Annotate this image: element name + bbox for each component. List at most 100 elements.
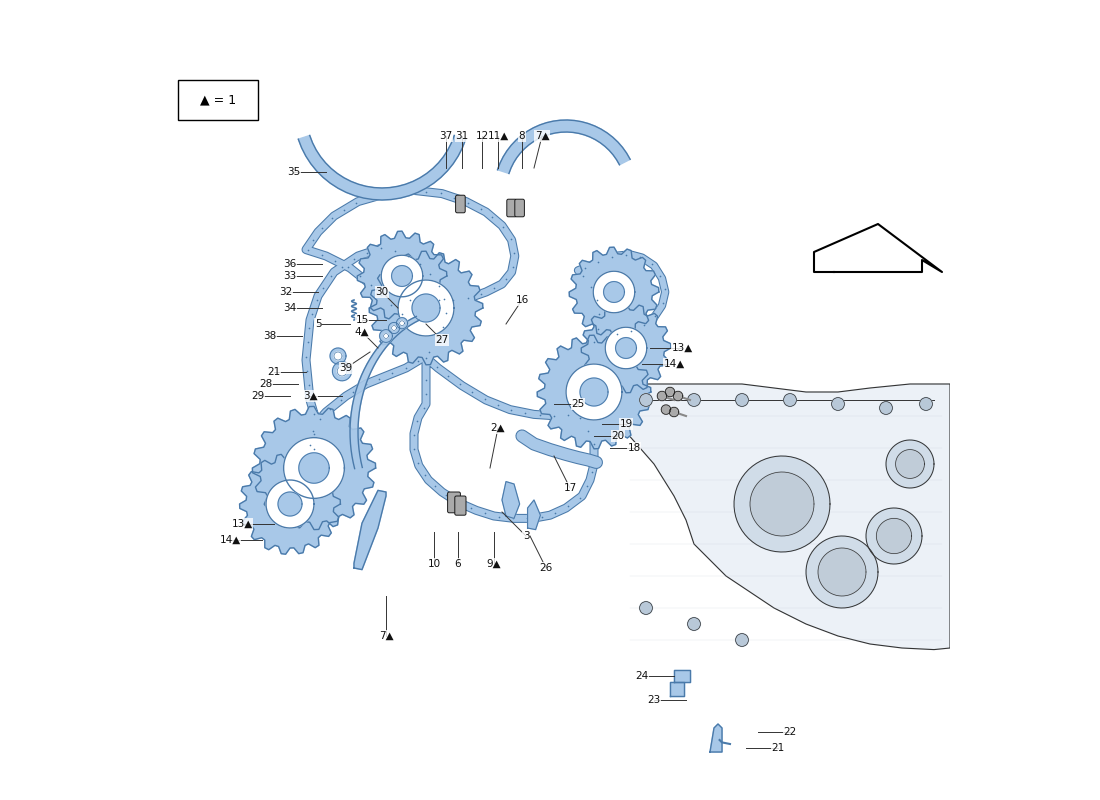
FancyBboxPatch shape bbox=[515, 199, 525, 217]
Text: 17: 17 bbox=[563, 483, 576, 493]
Text: 19: 19 bbox=[619, 419, 632, 429]
Text: 9▲: 9▲ bbox=[486, 559, 502, 569]
Polygon shape bbox=[616, 338, 637, 358]
Polygon shape bbox=[666, 387, 674, 397]
Text: 7▲: 7▲ bbox=[535, 131, 549, 141]
Polygon shape bbox=[299, 453, 329, 483]
Polygon shape bbox=[334, 352, 342, 360]
Polygon shape bbox=[626, 384, 950, 650]
Text: 28: 28 bbox=[260, 379, 273, 389]
Text: 21: 21 bbox=[267, 367, 280, 377]
Text: 7▲: 7▲ bbox=[378, 631, 394, 641]
Circle shape bbox=[688, 394, 701, 406]
Text: 24: 24 bbox=[636, 671, 649, 681]
Polygon shape bbox=[252, 406, 375, 530]
Text: 36: 36 bbox=[284, 259, 297, 269]
Polygon shape bbox=[330, 348, 346, 364]
Text: 32: 32 bbox=[279, 287, 293, 297]
FancyBboxPatch shape bbox=[455, 195, 465, 213]
Polygon shape bbox=[866, 508, 922, 564]
Polygon shape bbox=[338, 366, 346, 376]
Circle shape bbox=[920, 398, 933, 410]
Polygon shape bbox=[581, 303, 671, 393]
Text: 8: 8 bbox=[519, 131, 526, 141]
Text: 12: 12 bbox=[475, 131, 488, 141]
Polygon shape bbox=[673, 391, 683, 401]
Text: 13▲: 13▲ bbox=[231, 519, 253, 529]
Polygon shape bbox=[332, 362, 352, 381]
Text: 27: 27 bbox=[436, 335, 449, 345]
Text: 20: 20 bbox=[612, 431, 625, 441]
Polygon shape bbox=[350, 317, 419, 469]
Polygon shape bbox=[382, 255, 422, 297]
Text: 3▲: 3▲ bbox=[302, 391, 317, 401]
Text: 11▲: 11▲ bbox=[487, 131, 508, 141]
Polygon shape bbox=[298, 135, 465, 200]
Polygon shape bbox=[604, 282, 625, 302]
Polygon shape bbox=[284, 438, 344, 498]
Polygon shape bbox=[388, 322, 399, 334]
Circle shape bbox=[639, 394, 652, 406]
Polygon shape bbox=[669, 407, 679, 417]
Circle shape bbox=[736, 394, 748, 406]
Text: 13▲: 13▲ bbox=[671, 343, 693, 353]
Polygon shape bbox=[240, 454, 340, 554]
Polygon shape bbox=[877, 518, 912, 554]
Polygon shape bbox=[886, 440, 934, 488]
Polygon shape bbox=[605, 327, 647, 369]
Text: 4▲: 4▲ bbox=[354, 327, 370, 337]
Polygon shape bbox=[566, 364, 621, 420]
Polygon shape bbox=[670, 682, 684, 696]
Text: 39: 39 bbox=[340, 363, 353, 373]
Circle shape bbox=[783, 394, 796, 406]
Text: 31: 31 bbox=[455, 131, 469, 141]
Polygon shape bbox=[354, 490, 386, 570]
Polygon shape bbox=[657, 391, 667, 401]
Text: 37: 37 bbox=[439, 131, 452, 141]
Text: 33: 33 bbox=[284, 271, 297, 281]
Polygon shape bbox=[661, 405, 671, 414]
Polygon shape bbox=[384, 334, 388, 338]
Text: 23: 23 bbox=[648, 695, 661, 705]
Polygon shape bbox=[392, 266, 412, 286]
Circle shape bbox=[832, 398, 845, 410]
Polygon shape bbox=[398, 280, 454, 336]
Polygon shape bbox=[734, 456, 830, 552]
Polygon shape bbox=[528, 500, 540, 530]
Polygon shape bbox=[806, 536, 878, 608]
Polygon shape bbox=[412, 294, 440, 322]
Text: 14▲: 14▲ bbox=[219, 535, 241, 545]
Text: 25: 25 bbox=[571, 399, 584, 409]
Polygon shape bbox=[379, 330, 393, 342]
Polygon shape bbox=[537, 335, 651, 449]
FancyBboxPatch shape bbox=[448, 492, 461, 513]
FancyBboxPatch shape bbox=[178, 80, 258, 120]
Text: 21: 21 bbox=[771, 743, 784, 753]
Polygon shape bbox=[674, 670, 690, 682]
Text: 14▲: 14▲ bbox=[663, 359, 684, 369]
Polygon shape bbox=[358, 231, 447, 321]
Text: 30: 30 bbox=[375, 287, 388, 297]
Text: 6: 6 bbox=[454, 559, 461, 569]
Polygon shape bbox=[396, 318, 408, 329]
Polygon shape bbox=[497, 120, 630, 174]
FancyBboxPatch shape bbox=[454, 496, 466, 515]
Circle shape bbox=[736, 634, 748, 646]
Polygon shape bbox=[710, 724, 722, 752]
Polygon shape bbox=[818, 548, 866, 596]
Polygon shape bbox=[569, 247, 659, 337]
Text: 34: 34 bbox=[284, 303, 297, 313]
Text: 26: 26 bbox=[539, 563, 552, 573]
Text: ▲ = 1: ▲ = 1 bbox=[200, 94, 236, 106]
Circle shape bbox=[880, 402, 892, 414]
Text: 3: 3 bbox=[522, 531, 529, 541]
Text: 10: 10 bbox=[428, 559, 441, 569]
Text: 29: 29 bbox=[252, 391, 265, 401]
Polygon shape bbox=[895, 450, 924, 478]
Text: 38: 38 bbox=[263, 331, 276, 341]
Polygon shape bbox=[593, 271, 635, 313]
Polygon shape bbox=[814, 224, 942, 272]
Polygon shape bbox=[392, 326, 396, 330]
Polygon shape bbox=[278, 492, 303, 516]
Polygon shape bbox=[370, 251, 483, 365]
